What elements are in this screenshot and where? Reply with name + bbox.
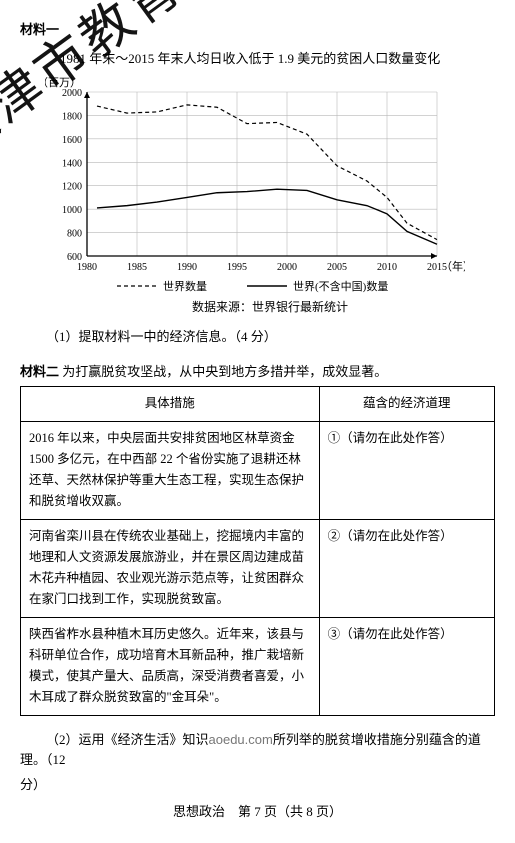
material1-label: 材料一 [20, 20, 495, 41]
svg-text:1200: 1200 [62, 181, 82, 192]
svg-text:1980: 1980 [77, 262, 97, 273]
svg-text:1985: 1985 [127, 262, 147, 273]
svg-text:1600: 1600 [62, 134, 82, 145]
page-footer: 思想政治 第 7 页（共 8 页） [20, 802, 495, 823]
svg-text:2000: 2000 [62, 88, 82, 99]
svg-text:世界数量: 世界数量 [163, 280, 207, 293]
q2-part-c: 分） [20, 775, 495, 796]
table-header-measure: 具体措施 [21, 387, 320, 421]
question-1: （1）提取材料一中的经济信息。（4 分） [20, 327, 495, 348]
chart-source: 数据来源：世界银行最新统计 [45, 298, 495, 317]
material2-label: 材料二 [20, 364, 59, 379]
midwatermark: aoedu.com [209, 732, 273, 747]
svg-text:800: 800 [67, 228, 82, 239]
svg-text:2000: 2000 [277, 262, 297, 273]
svg-text:1400: 1400 [62, 158, 82, 169]
answer-cell: ①（请勿在此处作答） [319, 421, 494, 519]
footer-page: 第 7 页（共 8 页） [238, 804, 342, 819]
svg-text:1990: 1990 [177, 262, 197, 273]
table-row: 2016 年以来，中央层面共安排贫困地区林草资金 1500 多亿元，在中西部 2… [21, 421, 495, 519]
question-2: （2）运用《经济生活》知识aoedu.com所列举的脱贫增收措施分别蕴含的道理。… [20, 730, 495, 772]
material2-intro: 为打赢脱贫攻坚战，从中央到地方多措并举，成效显著。 [62, 364, 387, 379]
measures-table: 具体措施 蕴含的经济道理 2016 年以来，中央层面共安排贫困地区林草资金 15… [20, 386, 495, 715]
svg-text:（年）: （年） [441, 259, 465, 273]
answer-cell: ②（请勿在此处作答） [319, 519, 494, 617]
measure-cell: 2016 年以来，中央层面共安排贫困地区林草资金 1500 多亿元，在中西部 2… [21, 421, 320, 519]
svg-text:1000: 1000 [62, 205, 82, 216]
svg-text:世界(不含中国)数量: 世界(不含中国)数量 [293, 279, 388, 293]
svg-text:1995: 1995 [227, 262, 247, 273]
measure-cell: 陕西省柞水县种植木耳历史悠久。近年来，该县与科研单位合作，成功培育木耳新品种，推… [21, 617, 320, 715]
table-header-reason: 蕴含的经济道理 [319, 387, 494, 421]
svg-text:2005: 2005 [327, 262, 347, 273]
svg-text:1800: 1800 [62, 111, 82, 122]
chart-title: 1981 年末～2015 年末人均日收入低于 1.9 美元的贫困人口数量变化 [60, 49, 495, 70]
table-row: 陕西省柞水县种植木耳历史悠久。近年来，该县与科研单位合作，成功培育木耳新品种，推… [21, 617, 495, 715]
q2-part-a: （2）运用《经济生活》知识 [46, 732, 209, 747]
table-row: 河南省栾川县在传统农业基础上，挖掘境内丰富的地理和人文资源发展旅游业，并在景区周… [21, 519, 495, 617]
footer-subject: 思想政治 [173, 804, 225, 819]
answer-cell: ③（请勿在此处作答） [319, 617, 494, 715]
svg-text:2010: 2010 [377, 262, 397, 273]
measure-cell: 河南省栾川县在传统农业基础上，挖掘境内丰富的地理和人文资源发展旅游业，并在景区周… [21, 519, 320, 617]
poverty-chart: （百万）600800100012001400160018002000198019… [45, 74, 495, 317]
